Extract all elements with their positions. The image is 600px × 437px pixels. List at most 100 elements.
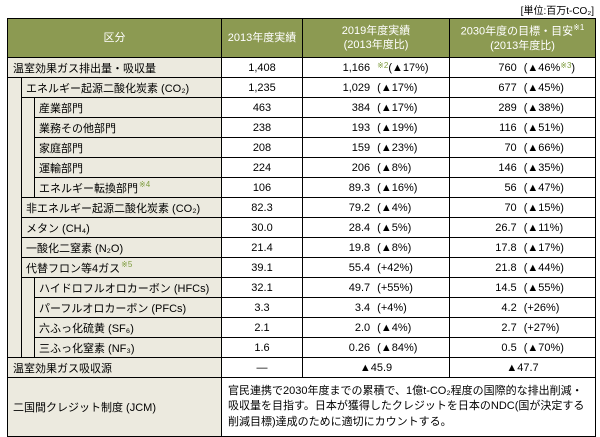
value-number: 3.4: [354, 301, 371, 314]
row-label: 家庭部門: [9, 138, 221, 158]
label-text: 一酸化二窒素 (N₂O): [26, 242, 124, 255]
jcm-row: 二国間クレジット制度 (JCM) 官民連携で2030年度までの累積で、1億t-CO…: [7, 377, 596, 437]
value-percent: (+4%): [370, 302, 449, 314]
value-2013: 3.3: [221, 297, 303, 318]
indent-line: [34, 117, 35, 138]
indent-line: [34, 157, 35, 178]
indent-line: [21, 237, 22, 258]
percent-text: (▲84%): [377, 341, 418, 354]
percent-text: (▲11%): [523, 221, 564, 234]
value-number: 2.0: [354, 321, 371, 334]
header-2013-label: 2013年度実績: [227, 31, 297, 44]
row-label: ハイドロフルオロカーボン (HFCs): [9, 278, 221, 298]
indent-line: [21, 77, 22, 98]
value-2030: 0.5 (▲70%): [449, 337, 596, 358]
row-divider: [34, 316, 221, 318]
row-label: 三ふっ化窒素 (NF₃): [9, 338, 221, 358]
row-divider: [34, 296, 221, 298]
row-label-cell: 六ふっ化硫黄 (SF₆): [7, 317, 222, 338]
value-2013: 82.3: [221, 197, 303, 218]
value-number: 760: [498, 61, 517, 74]
value-pair: 289 (▲38%): [450, 102, 595, 114]
value-number: 116: [499, 121, 517, 134]
value-2030: ▲47.7: [449, 357, 596, 378]
row-label-cell: 非エネルギー起源二酸化炭素 (CO₂): [7, 197, 222, 218]
value-2019: 1,029 (▲17%): [302, 77, 450, 98]
label-text: パーフルオロカーボン (PFCs): [39, 302, 187, 315]
value-number: 146: [498, 161, 517, 174]
label-text: 家庭部門: [39, 142, 83, 155]
percent-text: (+4%): [377, 301, 407, 314]
value-number: 289: [498, 101, 517, 114]
value-percent: (+26%): [517, 302, 595, 314]
value-percent: (▲4%): [370, 322, 449, 334]
value-number: 1,029: [342, 81, 371, 94]
value-number: 0.26: [348, 341, 371, 354]
value-percent: (▲11%): [517, 222, 595, 234]
percent-text: (▲47%): [523, 181, 564, 194]
value-2019: 79.2 (▲4%): [302, 197, 450, 218]
value-pair: 677 (▲45%): [450, 82, 595, 94]
row-label-cell: 温室効果ガス排出量・吸収量: [7, 57, 222, 78]
value-number: 1,166: [342, 61, 371, 74]
value-2013: 30.0: [221, 217, 303, 238]
value-2030: 677 (▲45%): [449, 77, 596, 98]
value-percent: (▲23%): [370, 142, 449, 154]
value-pair: 2.0 (▲4%): [303, 322, 449, 334]
percent-text: (▲17%): [388, 61, 429, 74]
value-percent: (▲35%): [517, 162, 595, 174]
value-pair: 1,166 ※2(▲17%): [303, 61, 449, 74]
row-label: 非エネルギー起源二酸化炭素 (CO₂): [9, 198, 221, 218]
row-label-cell: 代替フロン等4ガス ※5: [7, 257, 222, 278]
table-row: 一酸化二窒素 (N₂O) 21.4 19.8 (▲8%) 17.8 (▲17%): [7, 237, 596, 258]
value-2030: 146 (▲35%): [449, 157, 596, 178]
value-2030: 70 (▲66%): [449, 137, 596, 158]
table-row: 非エネルギー起源二酸化炭素 (CO₂) 82.3 79.2 (▲4%) 70 (▲15%): [7, 197, 596, 218]
value-percent: (▲46%※3): [517, 60, 595, 74]
value-pair: 3.4 (+4%): [303, 302, 449, 314]
value-pair: 14.5 (▲55%): [450, 282, 595, 294]
value-2013: 463: [221, 97, 303, 118]
value-number: 70: [504, 141, 517, 154]
percent-text: (▲17%): [377, 81, 418, 94]
value-pair: 49.7 (+55%): [303, 282, 449, 294]
value-pair: 760 (▲46%※3): [450, 60, 595, 74]
value-pair: 159 (▲23%): [303, 142, 449, 154]
table-row: エネルギー転換部門 ※4 106 89.3 (▲16%) 56 (▲47%): [7, 177, 596, 198]
header-2030-line2: (2013年度比): [490, 39, 555, 52]
row-label-cell: パーフルオロカーボン (PFCs): [7, 297, 222, 318]
footnote-mark: ※1: [573, 22, 585, 32]
label-text: 代替フロン等4ガス: [26, 262, 121, 275]
footnote-mark: ※3: [560, 60, 572, 70]
value-number: 14.5: [495, 281, 517, 294]
label-text: 温室効果ガス排出量・吸収量: [13, 62, 156, 75]
column-header-2030: 2030年度の目標・目安※1 (2013年度比): [449, 18, 596, 58]
value-pair: 79.2 (▲4%): [303, 202, 449, 214]
value-percent: (▲8%): [370, 162, 449, 174]
percent-text: (▲45%): [523, 81, 564, 94]
value-2019: 89.3 (▲16%): [302, 177, 450, 198]
value-2019: 28.4 (▲5%): [302, 217, 450, 238]
row-label: 業務その他部門: [9, 118, 221, 138]
label-text: 運輸部門: [39, 162, 83, 175]
value-number: 28.4: [348, 221, 371, 234]
percent-text: (▲4%): [377, 321, 412, 334]
value-percent: (▲4%): [370, 202, 449, 214]
value-pair: 193 (▲19%): [303, 122, 449, 134]
value-2013: 238: [221, 117, 303, 138]
table-row: 温室効果ガス吸収源 — ▲45.9 ▲47.7: [7, 357, 596, 378]
value-2030: 21.8 (▲44%): [449, 257, 596, 278]
value-2030: 289 (▲38%): [449, 97, 596, 118]
value-number: 49.7: [348, 281, 371, 294]
table-row: ハイドロフルオロカーボン (HFCs) 32.1 49.7 (+55%) 14.5 (▲5…: [7, 277, 596, 298]
value-pair: 146 (▲35%): [450, 162, 595, 174]
row-label: 産業部門: [9, 98, 221, 118]
value-pair: 89.3 (▲16%): [303, 182, 449, 194]
percent-text: (▲17%): [523, 241, 564, 254]
value-2019: 49.7 (+55%): [302, 277, 450, 298]
value-pair: 28.4 (▲5%): [303, 222, 449, 234]
indent-line: [21, 197, 22, 218]
indent-line: [21, 117, 22, 138]
value-percent: ※2(▲17%): [370, 61, 449, 74]
table-row: 三ふっ化窒素 (NF₃) 1.6 0.26 (▲84%) 0.5 (▲70%): [7, 337, 596, 358]
